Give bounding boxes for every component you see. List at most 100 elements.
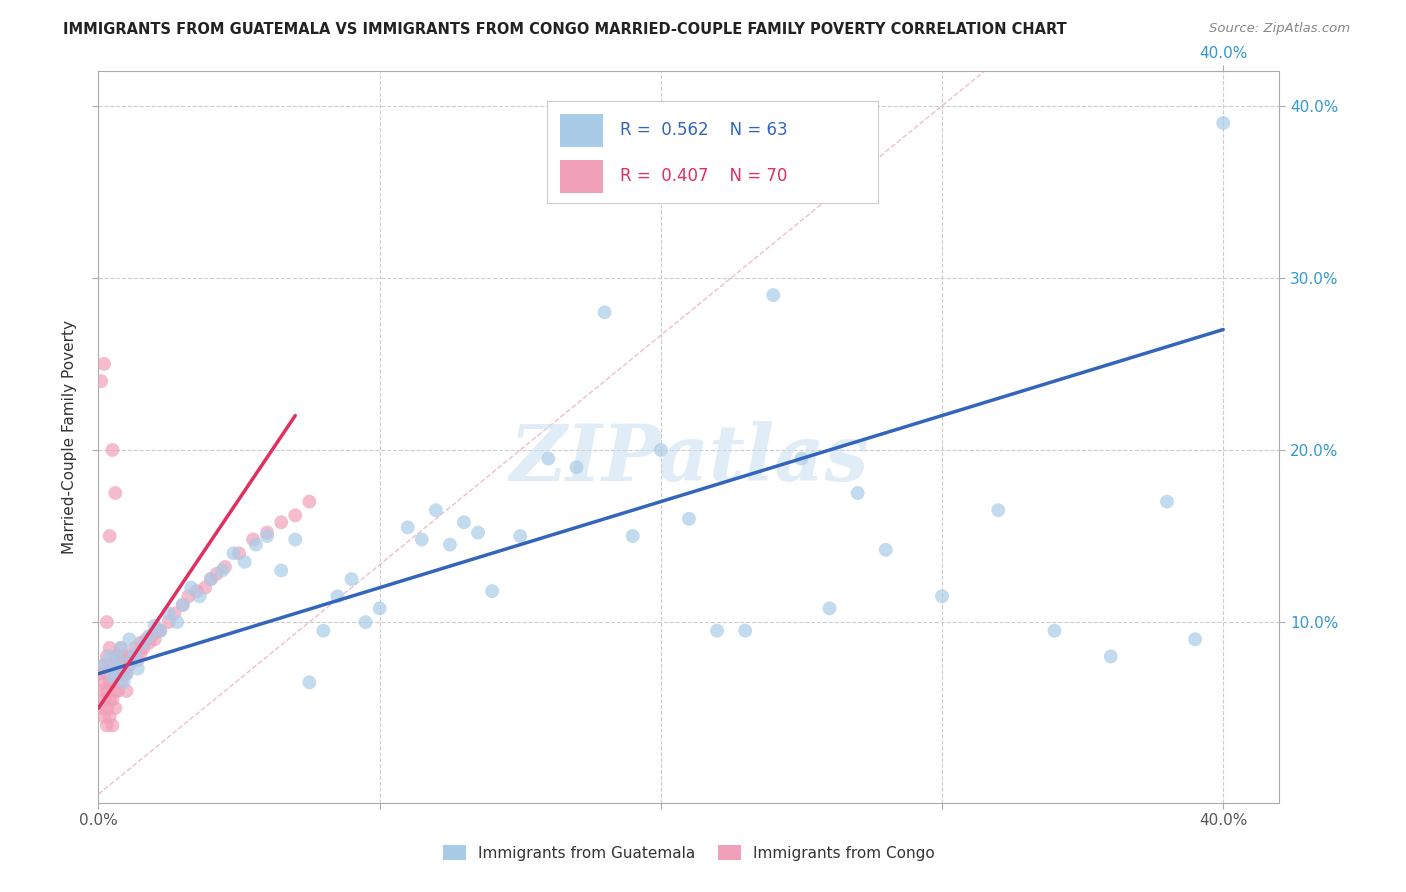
Point: [875, 542, 897, 557]
Point: [90, 701, 112, 715]
Point: [115, 666, 138, 681]
Point: [326, 589, 349, 603]
Point: [214, 560, 236, 574]
Point: [211, 564, 233, 578]
Point: [110, 640, 132, 655]
Point: [425, 503, 447, 517]
Point: [149, 624, 172, 638]
Point: [818, 601, 841, 615]
Point: [186, 584, 208, 599]
Point: [987, 503, 1010, 517]
Point: [509, 529, 531, 543]
Point: [411, 533, 433, 547]
Point: [121, 649, 143, 664]
Point: [104, 486, 127, 500]
Point: [143, 632, 166, 647]
Point: [200, 572, 222, 586]
Point: [453, 516, 475, 530]
Point: [312, 624, 335, 638]
Point: [790, 451, 813, 466]
Point: [467, 525, 489, 540]
Point: [177, 589, 200, 603]
Point: [298, 494, 321, 508]
Point: [98, 658, 121, 673]
Point: [439, 538, 461, 552]
Point: [112, 649, 135, 664]
Point: [233, 555, 256, 569]
Point: [93, 710, 115, 724]
Point: [138, 636, 160, 650]
Point: [115, 666, 138, 681]
Point: [93, 658, 115, 673]
Point: [101, 692, 124, 706]
Point: [132, 636, 155, 650]
Point: [90, 666, 112, 681]
Point: [245, 538, 267, 552]
Point: [368, 601, 391, 615]
Point: [90, 374, 112, 388]
Point: [1099, 649, 1122, 664]
Point: [107, 666, 129, 681]
Point: [129, 636, 152, 650]
Point: [141, 629, 163, 643]
Point: [180, 581, 202, 595]
Point: [104, 684, 127, 698]
Point: [931, 589, 953, 603]
Point: [340, 572, 363, 586]
Point: [135, 632, 157, 647]
Point: [124, 646, 146, 660]
Point: [98, 529, 121, 543]
Point: [256, 529, 278, 543]
Point: [138, 629, 160, 643]
Text: ZIPatlas: ZIPatlas: [509, 421, 869, 497]
Point: [270, 516, 292, 530]
Point: [1043, 624, 1066, 638]
Point: [1184, 632, 1206, 647]
Point: [270, 564, 292, 578]
Y-axis label: Married-Couple Family Poverty: Married-Couple Family Poverty: [62, 320, 77, 554]
Point: [146, 624, 169, 638]
Point: [121, 653, 143, 667]
Point: [256, 525, 278, 540]
Point: [96, 701, 118, 715]
Point: [110, 640, 132, 655]
Point: [481, 584, 503, 599]
Point: [98, 692, 121, 706]
Point: [98, 640, 121, 655]
Point: [678, 512, 700, 526]
Point: [205, 566, 228, 581]
Point: [222, 546, 245, 560]
Point: [101, 442, 124, 457]
Point: [194, 581, 217, 595]
Point: [127, 662, 149, 676]
Legend: Immigrants from Guatemala, Immigrants from Congo: Immigrants from Guatemala, Immigrants fr…: [436, 837, 942, 868]
Point: [93, 658, 115, 673]
Point: [593, 305, 616, 319]
Point: [846, 486, 869, 500]
Point: [762, 288, 785, 302]
Point: [242, 533, 264, 547]
Point: [96, 615, 118, 629]
Point: [734, 624, 756, 638]
Point: [284, 508, 307, 523]
Point: [104, 666, 127, 681]
Point: [1212, 116, 1234, 130]
Point: [93, 692, 115, 706]
Point: [118, 658, 141, 673]
Point: [200, 572, 222, 586]
Point: [157, 615, 180, 629]
Point: [172, 598, 194, 612]
Point: [172, 598, 194, 612]
Point: [396, 520, 419, 534]
Point: [537, 451, 560, 466]
Point: [228, 546, 250, 560]
Point: [98, 710, 121, 724]
Point: [143, 618, 166, 632]
Point: [157, 607, 180, 621]
Point: [104, 649, 127, 664]
Text: Source: ZipAtlas.com: Source: ZipAtlas.com: [1209, 22, 1350, 36]
Point: [354, 615, 377, 629]
Point: [118, 632, 141, 647]
Point: [129, 646, 152, 660]
Point: [132, 640, 155, 655]
